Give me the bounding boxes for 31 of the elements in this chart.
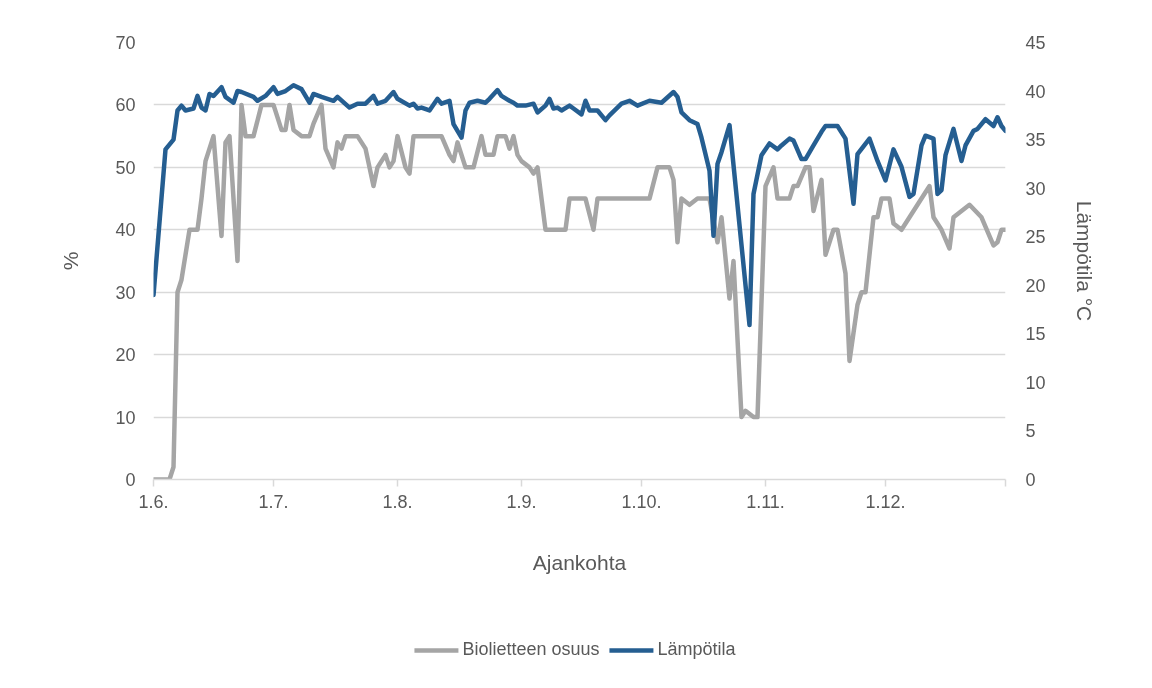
legend-label: Lämpötila [657,639,736,660]
y-tick-label: 10 [115,407,136,428]
y-tick-label: 20 [115,345,136,366]
y2-tick-label: 40 [1025,81,1046,102]
y-axis-title: % [59,251,83,271]
x-tick-label: 1.6. [138,491,169,512]
y2-tick-label: 5 [1025,421,1036,442]
x-tick-label: 1.11. [746,491,785,512]
x-tick-label: 1.9. [506,491,537,512]
x-tick-label: 1.10. [621,491,662,512]
y-tick-label: 60 [115,95,136,116]
y2-tick-label: 25 [1025,227,1046,248]
y2-tick-label: 15 [1025,324,1046,345]
y2-axis-title: Lämpötila °C [1072,200,1096,322]
y2-tick-label: 10 [1025,372,1046,393]
x-tick-label: 1.8. [382,491,413,512]
y-tick-label: 40 [115,220,136,241]
line-series [153,82,1006,328]
y-tick-label: 70 [115,33,136,53]
y2-tick-label: 20 [1025,275,1046,296]
y2-tick-label: 45 [1025,33,1046,53]
y2-tick-label: 0 [1025,470,1036,490]
x-axis-title: Ajankohta [532,550,627,574]
y2-tick-label: 35 [1025,130,1046,151]
x-tick-label: 1.12. [865,491,906,512]
legend-label: Biolietteen osuus [462,639,600,660]
x-tick-label: 1.7. [258,491,289,512]
y2-tick-label: 30 [1025,178,1046,199]
y-tick-label: 0 [125,470,136,490]
y-tick-label: 30 [115,282,136,303]
y-tick-label: 50 [115,157,136,178]
